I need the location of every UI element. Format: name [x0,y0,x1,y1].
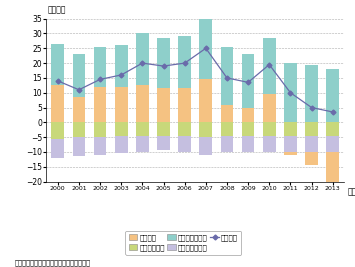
Text: （兆円）: （兆円） [47,5,66,14]
Bar [326,152,339,192]
Bar [136,136,149,152]
Bar [157,88,170,122]
Bar [200,16,212,79]
Bar [178,136,191,152]
Bar [305,152,318,165]
Bar [178,37,191,88]
Bar [178,88,191,122]
Bar [51,44,64,85]
Bar [51,85,64,122]
Bar [157,38,170,88]
Bar [263,38,275,94]
Bar [242,108,255,122]
Bar [115,122,127,136]
Bar [51,139,64,158]
Bar [136,33,149,85]
Bar [284,136,297,152]
Bar [136,85,149,122]
Bar [326,136,339,152]
Bar [242,122,255,136]
Bar [326,69,339,122]
Bar [263,122,275,136]
Text: 資料：財務省「国際収支状況」から作成。: 資料：財務省「国際収支状況」から作成。 [14,259,90,266]
Bar [263,136,275,152]
Bar [200,79,212,122]
Bar [178,122,191,136]
Bar [94,47,106,87]
Bar [157,136,170,151]
Bar [94,87,106,122]
Bar [115,87,127,122]
Bar [220,122,233,136]
Bar [242,136,255,152]
Bar [220,136,233,152]
Bar [326,122,339,136]
Bar [72,54,85,97]
Bar [94,122,106,137]
Bar [284,122,297,136]
Bar [157,122,170,136]
Bar [72,122,85,137]
Bar [220,105,233,122]
Bar [200,122,212,137]
Bar [263,94,275,122]
Bar [136,122,149,136]
Bar [305,136,318,152]
Bar [220,47,233,105]
Bar [51,122,64,139]
Bar [200,137,212,155]
Text: （年）: （年） [348,187,355,197]
Bar [115,136,127,154]
Bar [72,137,85,156]
Bar [305,65,318,122]
Bar [305,122,318,136]
Bar [72,97,85,122]
Bar [284,63,297,122]
Bar [94,137,106,155]
Bar [284,152,297,155]
Bar [115,45,127,87]
Legend: 購易収支, サービス収支, 第一次所得収支, 第二次所得収支, 経常収支: 購易収支, サービス収支, 第一次所得収支, 第二次所得収支, 経常収支 [125,231,241,255]
Bar [242,54,255,108]
